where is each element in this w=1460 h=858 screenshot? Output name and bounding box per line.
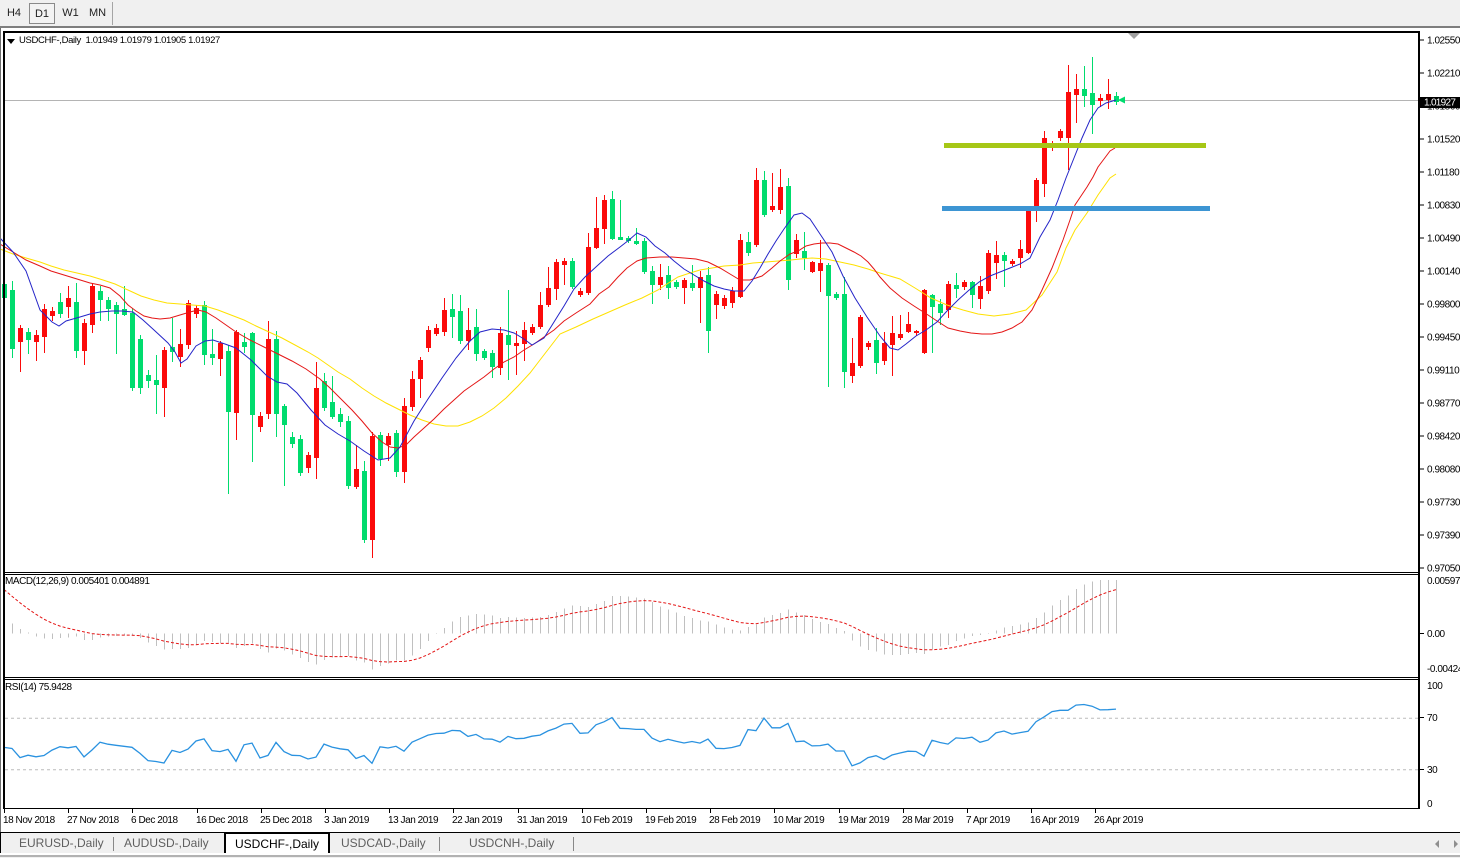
svg-text:-0.00424: -0.00424 bbox=[1427, 664, 1460, 675]
svg-text:0.97730: 0.97730 bbox=[1427, 498, 1460, 509]
svg-text:28 Mar 2019: 28 Mar 2019 bbox=[902, 815, 954, 826]
svg-text:0.97050: 0.97050 bbox=[1427, 564, 1460, 575]
svg-text:26 Apr 2019: 26 Apr 2019 bbox=[1094, 815, 1144, 826]
svg-text:16 Dec 2018: 16 Dec 2018 bbox=[196, 815, 249, 826]
svg-text:25 Dec 2018: 25 Dec 2018 bbox=[260, 815, 313, 826]
svg-text:1.01927: 1.01927 bbox=[1424, 98, 1456, 109]
svg-text:0.98770: 0.98770 bbox=[1427, 399, 1460, 410]
svg-text:19 Feb 2019: 19 Feb 2019 bbox=[645, 815, 697, 826]
svg-text:1.01180: 1.01180 bbox=[1427, 168, 1460, 179]
svg-text:10 Feb 2019: 10 Feb 2019 bbox=[581, 815, 633, 826]
svg-text:0: 0 bbox=[1427, 799, 1433, 810]
svg-text:31 Jan 2019: 31 Jan 2019 bbox=[517, 815, 568, 826]
svg-text:22 Jan 2019: 22 Jan 2019 bbox=[452, 815, 503, 826]
svg-text:28 Feb 2019: 28 Feb 2019 bbox=[709, 815, 761, 826]
svg-text:18 Nov 2018: 18 Nov 2018 bbox=[3, 815, 56, 826]
svg-text:10 Mar 2019: 10 Mar 2019 bbox=[773, 815, 825, 826]
svg-text:3 Jan 2019: 3 Jan 2019 bbox=[324, 815, 370, 826]
svg-text:19 Mar 2019: 19 Mar 2019 bbox=[838, 815, 890, 826]
svg-text:13 Jan 2019: 13 Jan 2019 bbox=[388, 815, 439, 826]
svg-text:0.98080: 0.98080 bbox=[1427, 465, 1460, 476]
svg-text:0.99450: 0.99450 bbox=[1427, 333, 1460, 344]
svg-text:1.02550: 1.02550 bbox=[1427, 36, 1460, 47]
svg-text:1.00490: 1.00490 bbox=[1427, 234, 1460, 245]
svg-text:27 Nov 2018: 27 Nov 2018 bbox=[67, 815, 120, 826]
svg-text:1.00830: 1.00830 bbox=[1427, 201, 1460, 212]
svg-text:0.98420: 0.98420 bbox=[1427, 432, 1460, 443]
svg-text:0.97390: 0.97390 bbox=[1427, 531, 1460, 542]
svg-text:1.01520: 1.01520 bbox=[1427, 135, 1460, 146]
svg-text:70: 70 bbox=[1427, 713, 1438, 724]
svg-text:30: 30 bbox=[1427, 765, 1438, 776]
svg-text:0.99800: 0.99800 bbox=[1427, 300, 1460, 311]
svg-text:100: 100 bbox=[1427, 681, 1443, 692]
svg-text:1.02210: 1.02210 bbox=[1427, 69, 1460, 80]
svg-text:0.00597: 0.00597 bbox=[1427, 576, 1460, 587]
svg-text:0.00: 0.00 bbox=[1427, 629, 1446, 640]
svg-text:1.00140: 1.00140 bbox=[1427, 267, 1460, 278]
svg-text:0.99110: 0.99110 bbox=[1427, 366, 1460, 377]
svg-text:6 Dec 2018: 6 Dec 2018 bbox=[131, 815, 179, 826]
svg-text:7 Apr 2019: 7 Apr 2019 bbox=[966, 815, 1011, 826]
svg-text:16 Apr 2019: 16 Apr 2019 bbox=[1030, 815, 1080, 826]
